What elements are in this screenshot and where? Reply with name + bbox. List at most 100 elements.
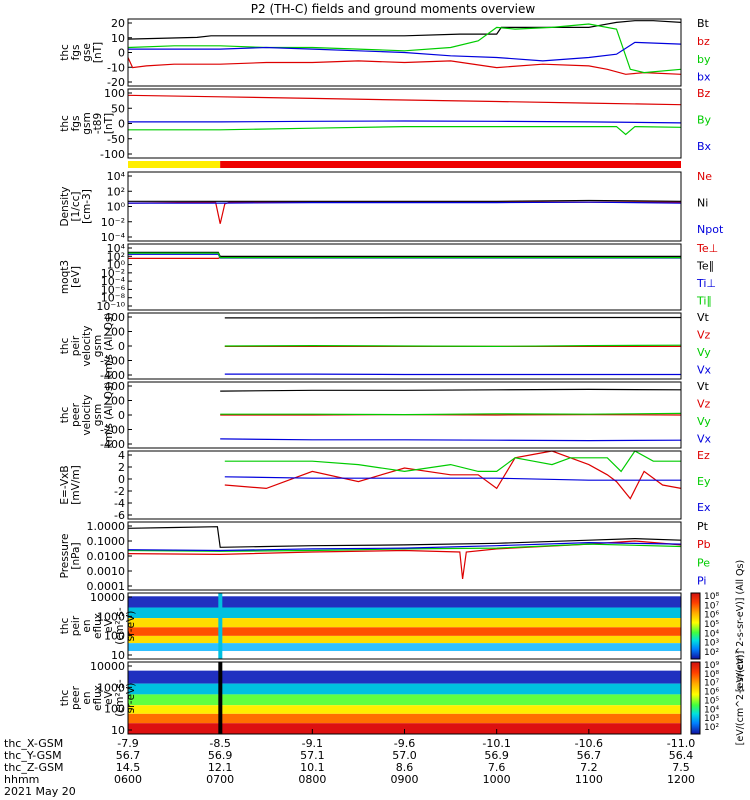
ephem-row-label: hhmm: [4, 773, 39, 786]
y-axis-label: thc peer en eflux eV (cm²-s-sr-eV): [59, 679, 137, 717]
y-label-line: eV: [103, 690, 115, 704]
y-tick-label: 0: [118, 47, 125, 60]
flux-band: [128, 651, 681, 659]
flux-band: [128, 596, 681, 608]
legend: Ne Ni Npot: [697, 170, 724, 236]
x-tick-label-hhmm: 0900: [391, 773, 419, 786]
y-tick-label: 10000: [90, 660, 125, 673]
colorbar-tick: 10²: [704, 723, 719, 733]
y-tick-label: 10⁻⁸: [101, 292, 126, 305]
x-tick-label-X: -8.5: [209, 737, 230, 750]
colorbar-tick: 10³: [704, 714, 719, 724]
x-tick-label-X: -10.6: [575, 737, 603, 750]
y-label-line: velocity: [81, 394, 93, 435]
series-Ti∥: [128, 252, 681, 259]
y-label-line: gse: [81, 43, 93, 62]
y-label-line: sr-eV): [125, 611, 137, 642]
y-tick-label: 100: [104, 630, 125, 643]
legend-Ex: Ex: [697, 501, 711, 514]
y-tick-label: 0.0001: [87, 580, 126, 593]
panel-frame: [127, 450, 682, 520]
legend-Vx: Vx: [697, 364, 712, 377]
colorbar-tick: 10⁷: [704, 601, 719, 611]
legend: Bz By Bx: [697, 87, 712, 153]
mode-bar-slow: [128, 161, 221, 168]
y-tick-label: 400: [104, 311, 125, 324]
legend-Ez: Ez: [697, 449, 710, 462]
legend-Ey: Ey: [697, 475, 711, 488]
y-label-line: thc: [59, 115, 71, 132]
x-tick-label-Z: 12.1: [208, 761, 233, 774]
y-tick-label: -400: [100, 369, 125, 382]
panel-frame: [127, 88, 682, 159]
y-axis-label: thc fgs gse [nT]: [59, 42, 104, 63]
x-tick-label-Y: 57.0: [392, 749, 417, 762]
y-label-line: [cm-3]: [81, 189, 93, 224]
y-tick-label: 200: [104, 395, 125, 408]
y-label-line: thc: [59, 407, 71, 424]
legend: Vt Vz Vy Vx: [697, 311, 712, 377]
x-tick-label-Z: 10.1: [300, 761, 325, 774]
mode-bar: [128, 161, 681, 168]
x-axis: thc_X-GSMthc_Y-GSMthc_Z-GSMhhmm-7.956.71…: [4, 729, 695, 798]
x-tick-label-Y: 56.7: [577, 749, 602, 762]
legend-Bx: Bx: [697, 140, 712, 153]
series-Pb: [127, 540, 682, 579]
x-tick-label-Z: 7.6: [488, 761, 506, 774]
y-tick-label: -20: [107, 76, 125, 89]
figure-title: P2 (TH-C) fields and ground moments over…: [251, 2, 536, 16]
y-label-line: gsm: [92, 404, 104, 426]
y-label-line: thc: [59, 44, 71, 61]
panel-8: 1.0000 0.1000 0.0100 0.0010 0.0001 Pressure [n…: [59, 520, 711, 593]
y-tick-label: -400: [100, 438, 125, 451]
y-tick-label: -200: [100, 355, 125, 368]
y-axis-label: Density [1/cc] [cm-3]: [59, 187, 93, 227]
x-tick-label-Y: 56.9: [484, 749, 509, 762]
y-tick-label: 1000: [97, 610, 125, 623]
series-Pt: [127, 526, 682, 548]
y-tick-label: 10⁻²: [101, 267, 125, 280]
colorbar-scale: [690, 661, 701, 735]
y-label-line: peir: [70, 615, 82, 636]
colorbar-tick: 10⁶: [704, 611, 719, 621]
flux-band: [128, 618, 681, 628]
y-tick-label: 10: [111, 649, 125, 662]
y-tick-label: 10²: [107, 185, 125, 198]
x-tick-label-X: -11.0: [667, 737, 695, 750]
series-bz: [127, 57, 682, 75]
y-label-line: gsm: [81, 112, 93, 134]
y-label-line: eV: [103, 618, 115, 632]
colorbar-tick: 10⁸: [704, 670, 719, 680]
y-axis-label: Pressure [nPa]: [59, 534, 82, 579]
ephem-row-label: thc_Z-GSM: [4, 761, 64, 774]
colorbar-label: [eV/(cm^2-s-sr-eV)] (All Qs): [735, 560, 746, 692]
x-tick-label-Z: 7.5: [672, 761, 690, 774]
x-tick-label-hhmm: 0600: [114, 773, 142, 786]
y-label-line: fgs: [70, 45, 82, 61]
y-tick-label: 4: [118, 449, 125, 462]
y-label-line: peer: [70, 685, 82, 710]
flux-band: [128, 705, 681, 714]
series-Vx: [220, 438, 682, 442]
flux-band: [128, 694, 681, 706]
y-tick-label: 0: [118, 340, 125, 353]
legend-Vy: Vy: [697, 346, 711, 359]
y-label-line: moqt3: [59, 260, 71, 294]
panel-frame: [127, 592, 682, 660]
y-label-line: E=-VxB: [59, 465, 71, 504]
legend-Ti⊥: Ti⊥: [696, 277, 716, 290]
x-tick-label-hhmm: 1100: [575, 773, 603, 786]
legend: Ez Ey Ex: [697, 449, 711, 514]
x-tick-label-hhmm: 1000: [483, 773, 511, 786]
y-label-line: [nPa]: [70, 542, 82, 569]
y-tick-label: 10⁻⁶: [101, 283, 126, 296]
y-tick-label: 0.1000: [87, 535, 126, 548]
x-tick-label-X: -9.6: [394, 737, 415, 750]
y-tick-label: 0.0010: [87, 565, 126, 578]
y-label-line: fgs: [70, 116, 82, 132]
y-label-line: peir: [70, 335, 82, 356]
legend-Npot: Npot: [697, 223, 724, 236]
y-tick-label: -2: [114, 485, 125, 498]
